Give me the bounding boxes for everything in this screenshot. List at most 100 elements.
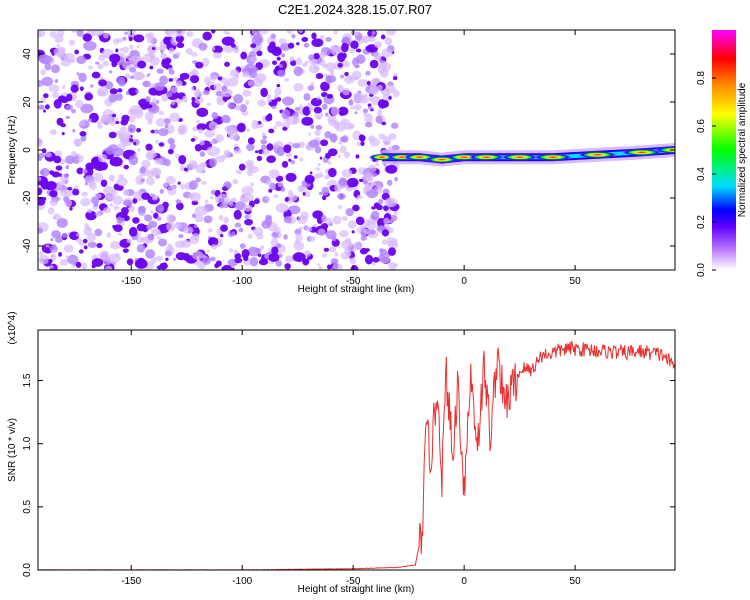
noise-speck [124, 31, 129, 35]
noise-speck [325, 112, 329, 117]
noise-speck [188, 180, 198, 190]
spectrogram-y-label: Frequency (Hz) [7, 116, 18, 185]
noise-speck [175, 252, 187, 261]
noise-speck [310, 124, 315, 129]
noise-speck [156, 265, 163, 270]
noise-speck [167, 148, 174, 155]
noise-speck [132, 139, 140, 146]
noise-speck [251, 119, 259, 130]
noise-speck [59, 258, 69, 266]
noise-speck [152, 97, 157, 103]
noise-speck [354, 31, 359, 36]
noise-speck [337, 52, 346, 63]
noise-speck [139, 103, 149, 110]
noise-speck [39, 170, 45, 176]
noise-speck [355, 216, 365, 226]
noise-speck [158, 238, 168, 247]
noise-speck [151, 46, 156, 50]
noise-speck [146, 74, 150, 78]
noise-speck [70, 84, 79, 93]
noise-speck [128, 115, 136, 123]
y-tick-label: 1.0 [22, 436, 33, 450]
noise-speck [348, 75, 353, 81]
noise-speck [356, 141, 362, 147]
noise-speck [123, 199, 133, 207]
noise-speck [394, 177, 398, 182]
noise-speck [115, 48, 119, 53]
noise-speck [106, 232, 112, 238]
noise-speck [48, 259, 53, 264]
noise-speck [38, 255, 50, 265]
noise-speck [126, 258, 134, 266]
noise-speck [375, 204, 383, 211]
noise-speck [311, 38, 324, 47]
noise-speck [145, 96, 151, 103]
noise-speck [354, 241, 363, 249]
noise-speck [145, 150, 157, 159]
x-tick-label: -100 [232, 276, 252, 287]
noise-speck [116, 216, 123, 224]
noise-speck [158, 142, 165, 147]
noise-speck [89, 84, 94, 88]
noise-speck [308, 63, 320, 74]
noise-speck [49, 265, 54, 269]
noise-speck [381, 100, 390, 108]
noise-speck [274, 94, 278, 99]
noise-speck [383, 217, 390, 225]
noise-speck [116, 177, 128, 187]
noise-speck [375, 115, 383, 124]
noise-speck [84, 182, 89, 186]
noise-speck [371, 30, 376, 36]
noise-speck [76, 30, 84, 37]
noise-speck [318, 266, 323, 270]
noise-speck [65, 115, 70, 120]
noise-speck [362, 108, 369, 114]
noise-speck [84, 223, 90, 229]
noise-speck [334, 252, 339, 257]
noise-speck [79, 86, 84, 92]
noise-speck [353, 63, 361, 69]
noise-speck [266, 97, 272, 103]
noise-speck [59, 188, 68, 197]
noise-speck [250, 43, 257, 48]
noise-speck [211, 46, 216, 51]
noise-speck [61, 85, 66, 90]
noise-speck [116, 76, 126, 84]
noise-speck [234, 257, 243, 264]
noise-speck [261, 144, 267, 150]
noise-speck [388, 95, 392, 100]
noise-speck [253, 198, 260, 205]
noise-speck [271, 47, 282, 57]
noise-speck [220, 224, 228, 232]
noise-speck [122, 189, 130, 196]
noise-speck [98, 90, 106, 97]
noise-speck [262, 135, 267, 140]
noise-speck [159, 188, 164, 194]
y-tick-label: -40 [22, 238, 33, 253]
noise-speck [93, 172, 104, 183]
noise-speck [38, 152, 45, 159]
noise-speck [327, 161, 332, 165]
noise-speck [156, 230, 161, 235]
noise-speck [287, 42, 295, 49]
noise-speck [388, 133, 397, 141]
noise-speck [123, 164, 130, 170]
noise-speck [247, 213, 252, 219]
noise-speck [38, 104, 45, 110]
noise-speck [345, 208, 354, 217]
noise-speck [125, 62, 131, 66]
noise-speck [150, 129, 156, 134]
noise-speck [39, 251, 44, 257]
noise-speck [109, 203, 114, 207]
noise-speck [139, 166, 146, 174]
noise-speck [259, 30, 269, 35]
noise-speck [344, 237, 352, 244]
noise-speck [113, 183, 121, 191]
noise-speck [360, 235, 367, 241]
noise-speck [360, 224, 366, 231]
noise-speck [234, 201, 247, 211]
noise-speck [208, 228, 213, 233]
noise-speck [301, 116, 314, 126]
noise-speck [354, 111, 358, 115]
noise-speck [245, 159, 255, 167]
